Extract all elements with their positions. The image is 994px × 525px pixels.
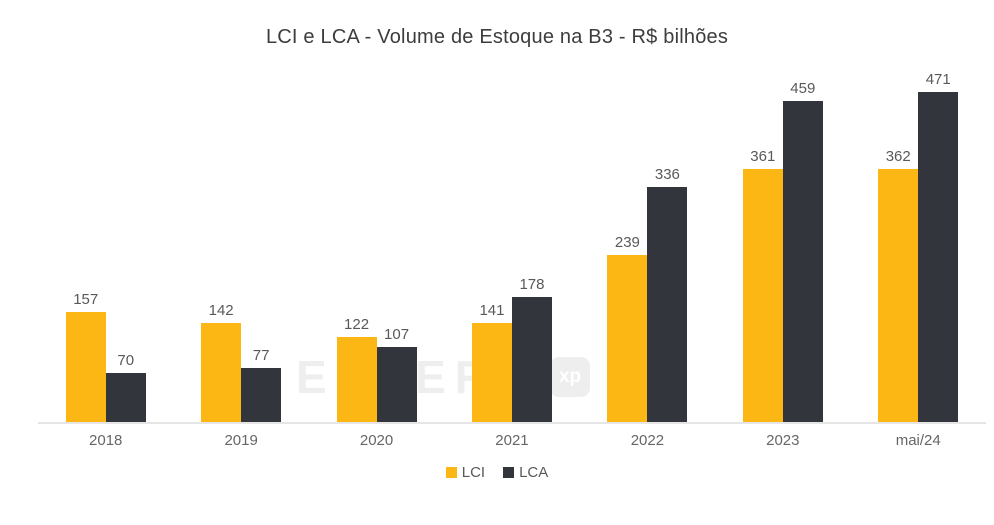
bar-pair: 157 70: [65, 291, 146, 422]
bar-lci: [65, 312, 106, 422]
bar-lca: [105, 373, 146, 422]
bar-column-lca: 178: [511, 276, 552, 422]
value-label: 362: [885, 148, 911, 165]
lci-swatch-icon: [445, 467, 457, 478]
bar-pair: 361 459: [742, 80, 823, 422]
x-axis-label: 2021: [495, 432, 529, 449]
value-label: 178: [519, 276, 545, 293]
bar-column-lca: 459: [782, 80, 823, 422]
value-label: 77: [252, 347, 270, 364]
bar-group: 142 77 2019: [201, 302, 282, 449]
plot-area: 157 70 2018 142 77 2019 122 107 2020 141 178 2021 23…: [38, 60, 986, 449]
value-label: 239: [614, 234, 640, 251]
chart-title: LCI e LCA - Volume de Estoque na B3 - R$…: [265, 26, 729, 48]
value-label: 107: [384, 326, 410, 343]
bar-lci: [471, 323, 512, 422]
bar-lca: [241, 368, 282, 422]
bar-column-lca: 77: [241, 347, 282, 422]
bar-column-lci: 239: [607, 234, 648, 422]
bar-column-lca: 107: [376, 326, 417, 422]
value-label: 459: [790, 80, 816, 97]
bar-pair: 122 107: [336, 316, 417, 422]
bar-group: 141 178 2021: [471, 276, 552, 449]
bar-lca: [376, 347, 417, 422]
bar-group: 362 471 mai/24: [878, 71, 959, 449]
value-label: 142: [208, 302, 234, 319]
value-label: 157: [73, 291, 99, 308]
bar-group: 361 459 2023: [742, 80, 823, 449]
legend-label-lci: LCI: [461, 464, 486, 481]
bar-column-lca: 70: [105, 352, 146, 422]
x-axis-label: 2019: [224, 432, 258, 449]
bar-column-lci: 362: [878, 148, 919, 422]
value-label: 361: [750, 148, 776, 165]
bar-pair: 362 471: [878, 71, 959, 422]
bar-column-lca: 336: [647, 166, 688, 422]
bar-lci: [607, 255, 648, 422]
lca-swatch-icon: [503, 467, 515, 478]
legend-item-lci: LCI: [445, 464, 486, 481]
bar-pair: 141 178: [471, 276, 552, 422]
bar-lci: [336, 337, 377, 422]
bar-column-lca: 471: [918, 71, 959, 422]
legend-label-lca: LCA: [519, 464, 549, 481]
bar-column-lci: 141: [471, 302, 512, 422]
bar-lci: [742, 169, 783, 422]
bar-lca: [511, 297, 552, 422]
bar-lci: [201, 323, 242, 422]
bar-lca: [782, 101, 823, 422]
x-axis-label: mai/24: [895, 432, 941, 449]
value-label: 141: [479, 302, 505, 319]
bar-group: 122 107 2020: [336, 316, 417, 449]
value-label: 122: [344, 316, 370, 333]
bar-pair: 142 77: [201, 302, 282, 422]
bar-column-lci: 122: [336, 316, 377, 422]
value-label: 471: [925, 71, 951, 88]
x-axis-label: 2023: [766, 432, 800, 449]
bar-column-lci: 157: [65, 291, 106, 422]
x-axis-label: 2020: [359, 432, 394, 449]
x-axis-label: 2018: [89, 432, 123, 449]
legend: LCI LCA: [0, 464, 994, 481]
bar-lca: [918, 92, 959, 422]
bar-column-lci: 142: [201, 302, 242, 422]
bar-column-lci: 361: [742, 148, 783, 422]
bar-lca: [647, 187, 688, 422]
bar-lci: [878, 169, 919, 422]
xp-logo-icon: xp: [550, 357, 591, 397]
legend-item-lca: LCA: [503, 464, 548, 481]
value-label: 336: [654, 166, 680, 183]
bar-pair: 239 336: [607, 166, 688, 422]
value-label: 70: [117, 352, 135, 369]
bar-group: 157 70 2018: [65, 291, 146, 449]
x-axis-label: 2022: [630, 432, 665, 449]
bar-group: 239 336 2022: [607, 166, 688, 449]
